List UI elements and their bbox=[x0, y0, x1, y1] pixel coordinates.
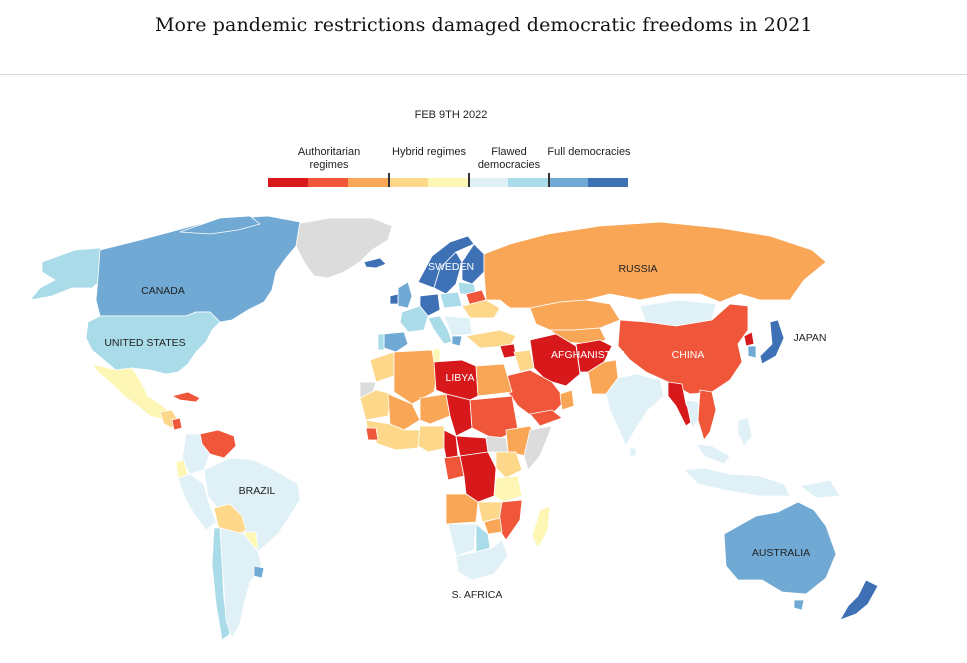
legend-label-authoritarian: Authoritarian regimes bbox=[297, 146, 361, 171]
country-iran[interactable] bbox=[529, 333, 581, 387]
country-australia[interactable] bbox=[723, 501, 837, 595]
country-guinea[interactable] bbox=[365, 427, 379, 441]
legend-divider bbox=[388, 173, 390, 187]
country-china[interactable] bbox=[617, 303, 749, 395]
country-papua-new-guinea[interactable] bbox=[799, 479, 841, 499]
country-spain[interactable] bbox=[383, 331, 409, 353]
country-sri-lanka[interactable] bbox=[629, 447, 637, 457]
legend-label-full: Full democracies bbox=[547, 146, 631, 158]
country-vietnam[interactable] bbox=[697, 389, 717, 441]
country-madagascar[interactable] bbox=[531, 505, 551, 549]
country-oman[interactable] bbox=[559, 389, 575, 411]
legend-swatch bbox=[468, 178, 508, 187]
header-divider bbox=[0, 74, 967, 75]
country-uganda-kenya[interactable] bbox=[495, 451, 523, 479]
label-australia: AUSTRALIA bbox=[752, 547, 810, 559]
country-us-alaska[interactable] bbox=[29, 247, 109, 301]
country-malaysia[interactable] bbox=[695, 443, 731, 465]
label-libya: LIBYA bbox=[446, 372, 475, 384]
date-label: FEB 9TH 2022 bbox=[414, 109, 488, 121]
country-uruguay[interactable] bbox=[253, 565, 265, 579]
legend-swatch bbox=[428, 178, 468, 187]
country-libya[interactable] bbox=[433, 359, 479, 401]
country-syria[interactable] bbox=[499, 343, 517, 359]
country-south-korea[interactable] bbox=[747, 345, 757, 359]
country-philippines[interactable] bbox=[737, 417, 753, 447]
legend-divider bbox=[548, 173, 550, 187]
country-cuba[interactable] bbox=[171, 391, 201, 403]
country-bolivia[interactable] bbox=[213, 503, 247, 539]
country-portugal[interactable] bbox=[377, 333, 385, 351]
legend-label-flawed: Flawed democracies bbox=[477, 146, 541, 171]
country-botswana[interactable] bbox=[475, 523, 491, 553]
chart-title: More pandemic restrictions damaged democ… bbox=[155, 14, 813, 36]
country-japan[interactable] bbox=[759, 319, 785, 365]
country-namibia[interactable] bbox=[447, 523, 477, 557]
country-south-africa[interactable] bbox=[455, 539, 509, 581]
country-greece[interactable] bbox=[451, 335, 463, 347]
country-new-zealand[interactable] bbox=[839, 579, 879, 621]
country-nigeria[interactable] bbox=[417, 425, 447, 453]
legend-label-hybrid: Hybrid regimes bbox=[392, 146, 466, 158]
legend-swatch bbox=[548, 178, 588, 187]
country-somalia[interactable] bbox=[523, 425, 553, 471]
label-south-africa: S. AFRICA bbox=[452, 589, 503, 601]
country-angola[interactable] bbox=[445, 493, 479, 525]
country-poland[interactable] bbox=[439, 291, 463, 309]
country-mozambique[interactable] bbox=[497, 499, 523, 541]
country-south-sudan[interactable] bbox=[485, 435, 509, 453]
country-north-korea[interactable] bbox=[743, 331, 755, 347]
label-afghanistan: AFGHANISTAN bbox=[551, 349, 625, 361]
country-united-kingdom[interactable] bbox=[397, 281, 413, 309]
country-yemen[interactable] bbox=[529, 409, 563, 427]
legend-swatch bbox=[388, 178, 428, 187]
country-dr-congo[interactable] bbox=[459, 451, 497, 503]
country-india[interactable] bbox=[605, 373, 665, 447]
country-united-states[interactable] bbox=[85, 311, 221, 375]
country-canada-islands[interactable] bbox=[179, 215, 261, 235]
country-argentina[interactable] bbox=[219, 527, 263, 639]
country-ireland[interactable] bbox=[389, 293, 399, 305]
country-peru[interactable] bbox=[177, 473, 217, 531]
country-niger[interactable] bbox=[419, 393, 451, 425]
label-china: CHINA bbox=[672, 349, 705, 361]
world-map: CANADA UNITED STATES BRAZIL LIBYA SWEDEN… bbox=[0, 200, 967, 663]
country-iraq[interactable] bbox=[513, 349, 535, 373]
country-nicaragua[interactable] bbox=[171, 417, 183, 431]
legend-divider bbox=[468, 173, 470, 187]
country-myanmar[interactable] bbox=[667, 381, 695, 427]
legend-swatch bbox=[268, 178, 308, 187]
country-chad[interactable] bbox=[445, 393, 473, 437]
country-mali[interactable] bbox=[387, 393, 421, 431]
country-ukraine[interactable] bbox=[461, 299, 501, 319]
label-japan: JAPAN bbox=[793, 332, 826, 344]
label-brazil: BRAZIL bbox=[239, 485, 276, 497]
country-zimbabwe[interactable] bbox=[483, 517, 503, 535]
label-canada: CANADA bbox=[141, 285, 185, 297]
legend-swatch bbox=[588, 178, 628, 187]
country-turkey[interactable] bbox=[465, 329, 517, 349]
legend-color-bar bbox=[268, 178, 628, 187]
country-tasmania[interactable] bbox=[793, 599, 805, 611]
country-iceland[interactable] bbox=[363, 257, 387, 269]
country-indonesia[interactable] bbox=[683, 467, 791, 497]
label-sweden: SWEDEN bbox=[428, 261, 474, 273]
country-germany[interactable] bbox=[419, 293, 441, 317]
country-russia[interactable] bbox=[483, 221, 827, 309]
legend-swatch bbox=[508, 178, 548, 187]
country-egypt[interactable] bbox=[475, 363, 513, 397]
legend-swatch bbox=[308, 178, 348, 187]
country-tanzania[interactable] bbox=[493, 475, 523, 503]
country-kazakhstan[interactable] bbox=[529, 299, 621, 331]
legend-swatch bbox=[348, 178, 388, 187]
country-balkans[interactable] bbox=[443, 315, 473, 337]
label-united-states: UNITED STATES bbox=[104, 337, 185, 349]
country-greenland[interactable] bbox=[289, 217, 393, 279]
label-russia: RUSSIA bbox=[618, 263, 657, 275]
